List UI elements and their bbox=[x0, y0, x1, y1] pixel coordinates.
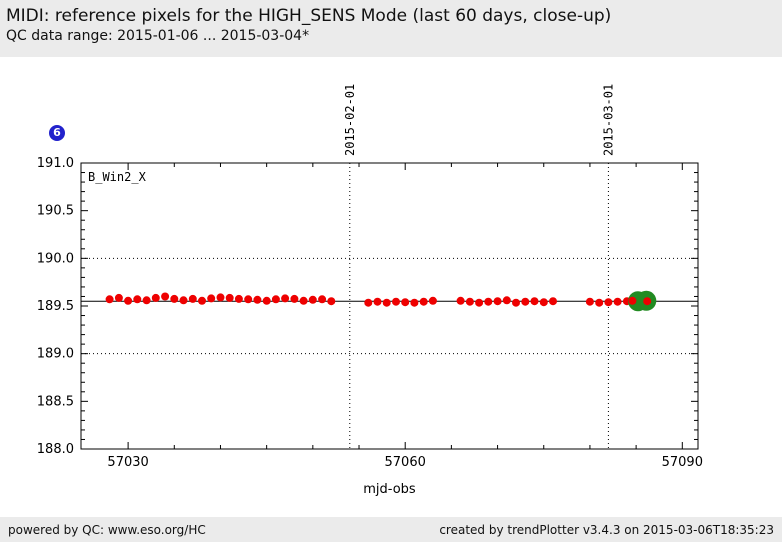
qc-point bbox=[151, 293, 160, 302]
qc-point bbox=[271, 295, 280, 304]
qc-point bbox=[262, 296, 271, 305]
x-axis-title: mjd-obs bbox=[363, 482, 416, 497]
qc-point bbox=[207, 294, 216, 303]
qc-point bbox=[179, 296, 188, 305]
qc-point bbox=[318, 295, 327, 304]
qc-point bbox=[428, 296, 437, 305]
page-title: MIDI: reference pixels for the HIGH_SENS… bbox=[6, 6, 612, 26]
footer-created-by: created by trendPlotter v3.4.3 on 2015-0… bbox=[439, 522, 774, 537]
page-header: MIDI: reference pixels for the HIGH_SENS… bbox=[0, 0, 782, 57]
qc-point bbox=[502, 296, 511, 305]
qc-point bbox=[419, 297, 428, 306]
y-tick-label: 188.5 bbox=[37, 394, 74, 409]
qc-point bbox=[382, 298, 391, 307]
x-tick-label: 57090 bbox=[662, 455, 703, 470]
qc-point bbox=[299, 296, 308, 305]
footer-powered-by[interactable]: powered by QC: www.eso.org/HC bbox=[8, 522, 206, 537]
qc-point bbox=[290, 294, 299, 303]
qc-point bbox=[253, 295, 262, 304]
qc-point bbox=[216, 293, 225, 302]
y-tick-label: 188.0 bbox=[37, 442, 74, 457]
qc-point bbox=[234, 294, 243, 303]
qc-point bbox=[613, 297, 622, 306]
qc-point bbox=[530, 297, 539, 306]
qc-point bbox=[225, 293, 234, 302]
qc-point bbox=[549, 297, 557, 306]
qc-point bbox=[373, 297, 382, 306]
qc-point bbox=[585, 297, 594, 306]
y-tick-label: 190.0 bbox=[37, 251, 74, 266]
qc-point bbox=[401, 298, 410, 307]
plot-index-badge[interactable]: 6 bbox=[49, 125, 65, 141]
y-tick-label: 190.5 bbox=[37, 204, 74, 219]
qc-point bbox=[133, 295, 142, 304]
qc-point bbox=[198, 296, 206, 305]
qc-point bbox=[188, 294, 197, 303]
qc-point bbox=[521, 297, 530, 306]
qc-point bbox=[105, 295, 114, 304]
x-tick-label: 57060 bbox=[385, 455, 426, 470]
date-gridline-label: 2015-03-01 bbox=[601, 84, 615, 156]
qc-point bbox=[281, 294, 290, 303]
qc-point bbox=[392, 297, 400, 306]
qc-point bbox=[410, 298, 419, 307]
y-tick-label: 189.0 bbox=[37, 347, 74, 362]
qc-point bbox=[170, 294, 179, 303]
qc-point bbox=[465, 297, 474, 306]
qc-point bbox=[244, 295, 253, 304]
page-footer: powered by QC: www.eso.org/HC created by… bbox=[0, 517, 782, 542]
qc-point bbox=[475, 298, 484, 307]
qc-point bbox=[327, 297, 336, 306]
series-name-label: B_Win2_X bbox=[88, 170, 147, 184]
qc-point bbox=[364, 298, 373, 307]
qc-point-latest bbox=[643, 297, 652, 306]
qc-point bbox=[493, 297, 502, 306]
qc-point bbox=[114, 293, 123, 302]
qc-point bbox=[456, 296, 465, 305]
qc-point bbox=[595, 298, 604, 307]
qc-point bbox=[539, 298, 548, 307]
qc-point-latest bbox=[628, 296, 637, 305]
qc-point bbox=[512, 298, 520, 307]
date-gridline-label: 2015-02-01 bbox=[343, 84, 357, 156]
qc-point bbox=[484, 297, 493, 306]
x-tick-label: 57030 bbox=[107, 455, 148, 470]
qc-point bbox=[604, 298, 613, 307]
plot-frame bbox=[80, 162, 699, 450]
y-tick-label: 189.5 bbox=[37, 299, 74, 314]
qc-point bbox=[142, 296, 151, 305]
qc-point bbox=[161, 292, 170, 301]
qc-point bbox=[308, 295, 317, 304]
qc-data-range: QC data range: 2015-01-06 ... 2015-03-04… bbox=[6, 28, 310, 44]
qc-point bbox=[124, 296, 133, 305]
y-tick-label: 191.0 bbox=[37, 156, 74, 171]
